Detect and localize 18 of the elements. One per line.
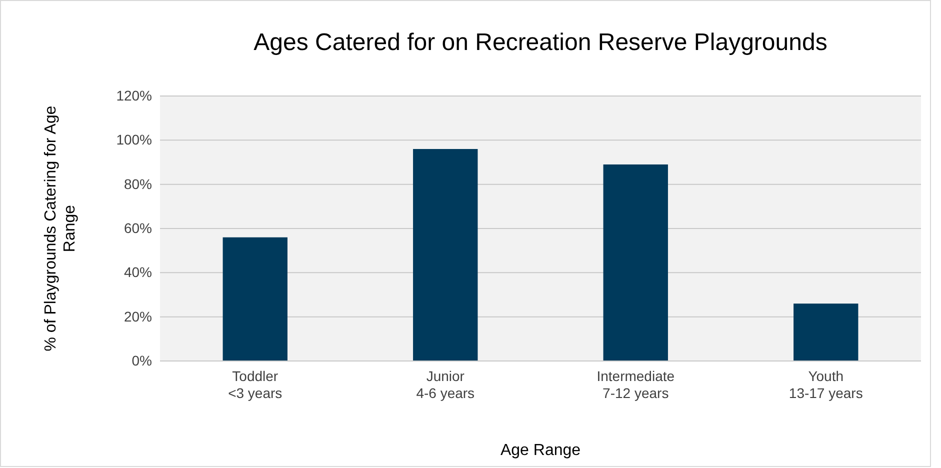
y-tick-label: 120% (116, 87, 152, 104)
bar (222, 237, 288, 361)
y-tick-label: 0% (132, 352, 152, 368)
x-tick-label: Youth 13-17 years (788, 368, 863, 401)
bar (794, 304, 858, 361)
x-tick-label: Intermediate 7-12 years (596, 368, 675, 401)
bar (413, 149, 478, 361)
x-tick-label: Toddler <3 years (228, 368, 282, 401)
x-tick-label: Junior 4-6 years (416, 368, 475, 401)
y-tick-label: 40% (124, 264, 152, 280)
y-tick-label: 60% (124, 220, 152, 236)
bar (603, 164, 668, 361)
y-tick-label: 80% (124, 176, 152, 192)
y-axis-title: % of Playgrounds Catering for Age Range (42, 106, 78, 352)
y-tick-label: 100% (116, 132, 152, 148)
y-tick-label: 20% (124, 308, 152, 324)
chart-title: Ages Catered for on Recreation Reserve Playgrounds (254, 29, 828, 56)
x-axis-title: Age Range (500, 442, 581, 459)
